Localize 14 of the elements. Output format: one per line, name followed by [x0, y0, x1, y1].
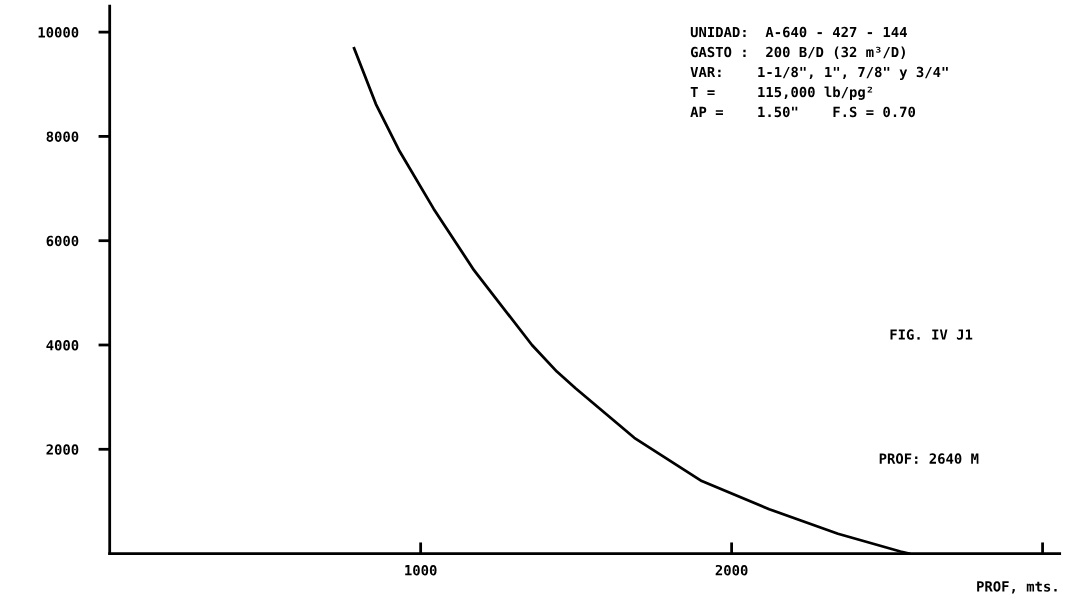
- annotation: AP = 1.50" F.S = 0.70: [690, 106, 916, 118]
- y-tick-label: 10000: [38, 27, 79, 38]
- annotation: T = 115,000 lb/pg²: [690, 86, 873, 100]
- annotation: VAR: 1-1/8", 1", 7/8" y 3/4": [690, 66, 948, 80]
- annotation: UNIDAD: A-640 - 427 - 144: [690, 26, 907, 38]
- annotation: FIG. IV J1: [890, 329, 973, 340]
- y-tick-label: 6000: [46, 235, 79, 247]
- annotation: GASTO : 200 B/D (32 m³/D): [690, 46, 905, 59]
- y-tick-label: 4000: [46, 339, 79, 351]
- y-tick-label: 2000: [46, 444, 79, 455]
- y-tick-label: 8000: [46, 131, 79, 142]
- x-axis-title: PROF, mts.: [977, 581, 1057, 594]
- x-tick-label: 1000: [405, 564, 437, 576]
- annotation: PROF: 2640 M: [879, 453, 979, 464]
